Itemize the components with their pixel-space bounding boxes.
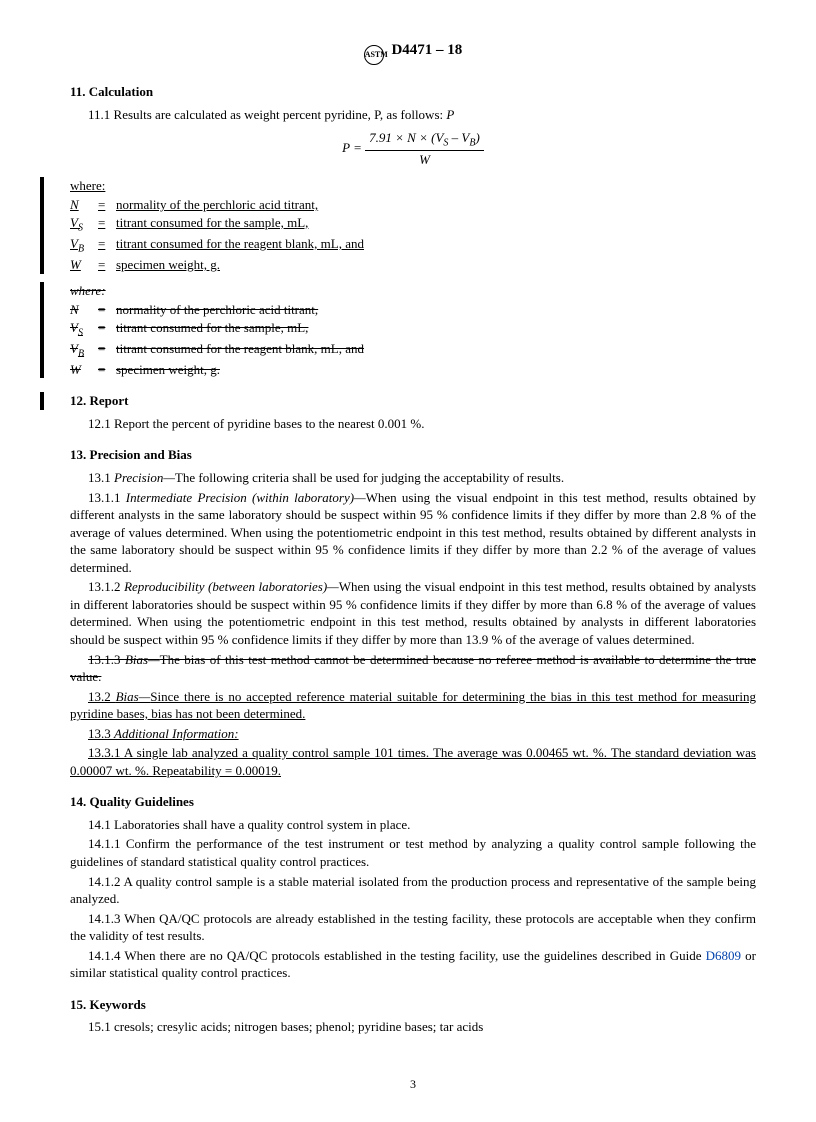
para-14-1-1: 14.1.1 Confirm the performance of the te…	[70, 835, 756, 870]
para-13-2: 13.2 Bias—Since there is no accepted ref…	[70, 688, 756, 723]
section-13-title: 13. Precision and Bias	[70, 446, 756, 464]
formula-num-1: 7.91 × N × (V	[369, 130, 443, 145]
def-n: normality of the perchloric acid titrant…	[116, 196, 318, 214]
para-13-3-1: 13.3.1 A single lab analyzed a quality c…	[70, 744, 756, 779]
page-number: 3	[70, 1076, 756, 1092]
formula-lhs: P =	[342, 140, 362, 155]
para-11-1: 11.1 Results are calculated as weight pe…	[70, 106, 756, 124]
standard-number: D4471 – 18	[391, 42, 462, 58]
para-13-1: 13.1 Precision—The following criteria sh…	[70, 469, 756, 487]
def-vs: titrant consumed for the sample, mL,	[116, 214, 308, 232]
section-11-title: 11. Calculation	[70, 83, 756, 101]
para-14-1: 14.1 Laboratories shall have a quality c…	[70, 816, 756, 834]
astm-logo-icon: ASTM	[364, 45, 384, 65]
where-label-old: where:	[70, 282, 756, 300]
para-13-1-3-old: 13.1.3 Bias—The bias of this test method…	[70, 651, 756, 686]
old-def-w: specimen weight, g.	[116, 361, 220, 379]
def-w: specimen weight, g.	[116, 256, 220, 274]
para-14-1-4: 14.1.4 When there are no QA/QC protocols…	[70, 947, 756, 982]
formula-den: W	[365, 151, 484, 169]
section-14-title: 14. Quality Guidelines	[70, 793, 756, 811]
para-12-1: 12.1 Report the percent of pyridine base…	[70, 415, 756, 433]
para-11-1-text: 11.1 Results are calculated as weight pe…	[88, 107, 443, 122]
old-def-vb: titrant consumed for the reagent blank, …	[116, 340, 364, 358]
old-def-n: normality of the perchloric acid titrant…	[116, 301, 318, 319]
old-def-vs: titrant consumed for the sample, mL,	[116, 319, 308, 337]
def-list-old: N=normality of the perchloric acid titra…	[70, 301, 756, 378]
para-14-1-3: 14.1.3 When QA/QC protocols are already …	[70, 910, 756, 945]
ref-d6809-link[interactable]: D6809	[706, 948, 741, 963]
para-15-1: 15.1 cresols; cresylic acids; nitrogen b…	[70, 1018, 756, 1036]
changebar-s12: 12. Report	[40, 392, 756, 410]
para-13-1-1: 13.1.1 Intermediate Precision (within la…	[70, 489, 756, 577]
section-12-title: 12. Report	[70, 392, 756, 410]
def-list-new: N=normality of the perchloric acid titra…	[70, 196, 756, 273]
formula-11-1: P = 7.91 × N × (VS – VB) W	[70, 129, 756, 169]
para-14-1-2: 14.1.2 A quality control sample is a sta…	[70, 873, 756, 908]
where-label-new: where:	[70, 177, 756, 195]
changebar-old-where: where: N=normality of the perchloric aci…	[40, 282, 756, 379]
para-13-3: 13.3 Additional Information:	[70, 725, 756, 743]
formula-num-3: )	[475, 130, 479, 145]
def-vb: titrant consumed for the reagent blank, …	[116, 235, 364, 253]
para-13-1-2: 13.1.2 Reproducibility (between laborato…	[70, 578, 756, 648]
page-header: ASTM D4471 – 18	[70, 40, 756, 65]
section-15-title: 15. Keywords	[70, 996, 756, 1014]
formula-num-2: – V	[448, 130, 469, 145]
changebar-new-where: where: N=normality of the perchloric aci…	[40, 177, 756, 274]
